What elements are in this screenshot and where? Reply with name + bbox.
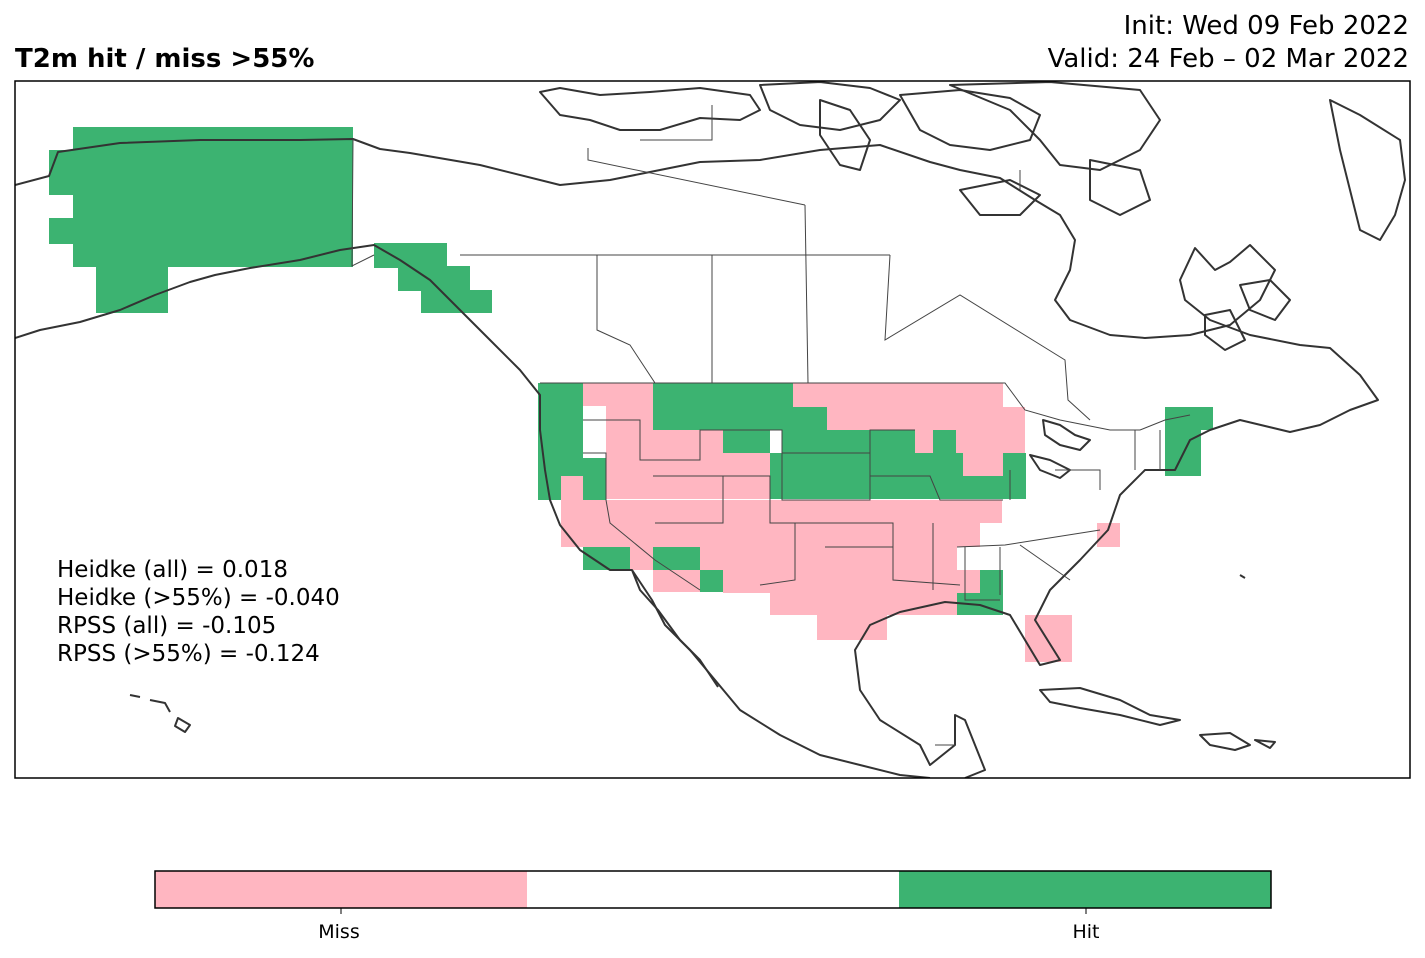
map-frame bbox=[14, 80, 1411, 779]
colorbar-outline bbox=[154, 870, 1272, 909]
hit-cells bbox=[49, 127, 1213, 615]
score-line: Heidke (all) = 0.018 bbox=[57, 557, 288, 583]
skill-scores: Heidke (all) = 0.018 Heidke (>55%) = -0.… bbox=[57, 556, 340, 668]
colorbar-hit-segment bbox=[899, 871, 1271, 908]
colorbar-miss-segment bbox=[155, 871, 527, 908]
coastlines bbox=[15, 81, 1406, 778]
colorbar-neutral-segment bbox=[527, 871, 899, 908]
score-line: RPSS (>55%) = -0.124 bbox=[57, 641, 320, 667]
map-title: T2m hit / miss >55% bbox=[15, 44, 315, 74]
colorbar-label-hit: Hit bbox=[1072, 921, 1100, 943]
colorbar bbox=[154, 870, 1272, 914]
colorbar-label-miss: Miss bbox=[318, 921, 360, 943]
political-borders bbox=[351, 105, 1191, 746]
score-line: Heidke (>55%) = -0.040 bbox=[57, 585, 340, 611]
date-info: Init: Wed 09 Feb 2022 Valid: 24 Feb – 02… bbox=[1048, 10, 1409, 76]
init-date: Init: Wed 09 Feb 2022 bbox=[1123, 11, 1409, 41]
score-line: RPSS (all) = -0.105 bbox=[57, 613, 277, 639]
valid-period: Valid: 24 Feb – 02 Mar 2022 bbox=[1047, 44, 1409, 74]
